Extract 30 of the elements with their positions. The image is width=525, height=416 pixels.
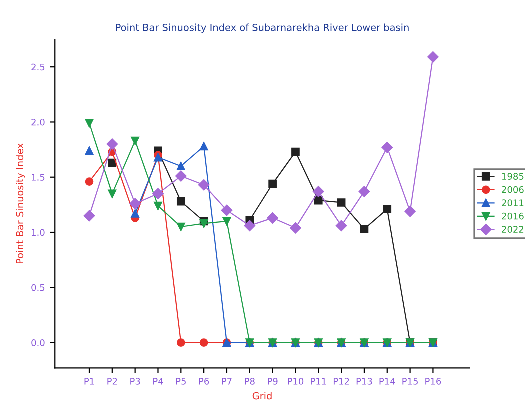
legend-label: 1985: [502, 173, 524, 180]
legend-label: 2006: [502, 186, 524, 194]
x-tick-label: P3: [130, 378, 140, 385]
x-tick-label: P8: [245, 378, 255, 385]
x-tick-label: P14: [380, 378, 396, 385]
x-tick-label: P2: [108, 378, 118, 385]
x-tick-label: P16: [426, 378, 442, 385]
legend-label: 2016: [502, 212, 524, 220]
x-tick-label: P6: [199, 378, 210, 385]
x-tick-label: P1: [84, 378, 94, 385]
y-tick-label: 0.5: [32, 284, 45, 292]
y-tick-label: 0.0: [32, 340, 45, 346]
x-tick-label: P10: [288, 378, 304, 385]
x-tick-label: P12: [334, 378, 350, 385]
y-tick-label: 2.5: [32, 64, 45, 71]
y-tick-label: 2.0: [32, 118, 45, 126]
chart-title: Point Bar Sinuosity Index of Subarnarekha River Lower basin: [116, 24, 409, 34]
y-axis-title: Point Bar Sinuosity Index: [16, 144, 26, 264]
legend-label: 2011: [502, 200, 524, 206]
x-tick-label: P9: [268, 378, 278, 385]
x-tick-label: P4: [154, 378, 164, 385]
y-tick-label: 1.0: [32, 229, 45, 236]
x-tick-label: P5: [176, 378, 186, 385]
y-tick-label: 1.5: [32, 174, 45, 181]
legend-label: 2022: [502, 226, 524, 233]
x-tick-label: P13: [356, 378, 372, 385]
x-tick-label: P15: [402, 378, 418, 385]
x-tick-label: P11: [311, 378, 326, 385]
x-axis-title: Grid: [252, 392, 272, 400]
x-tick-label: P7: [222, 378, 232, 385]
